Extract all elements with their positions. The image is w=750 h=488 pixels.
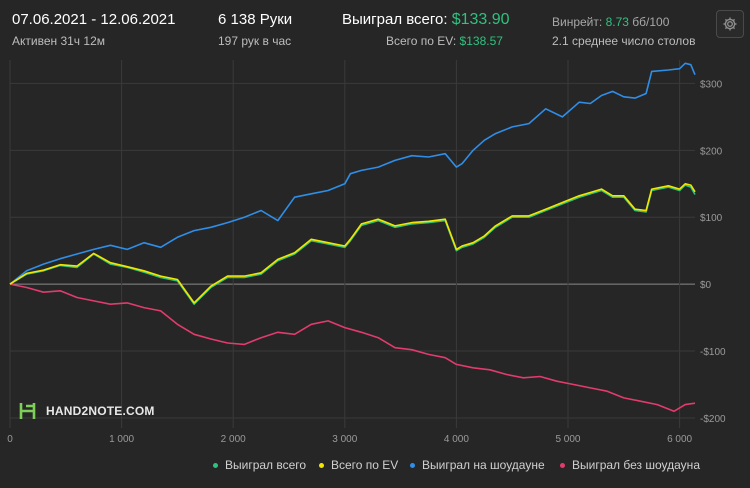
won-total: Выиграл всего: $133.90 — [342, 11, 510, 29]
x-tick-label: 1 000 — [109, 434, 134, 445]
legend-dot — [410, 462, 415, 468]
winrate-value: 8.73 — [605, 15, 629, 29]
x-tick-label: 3 000 — [332, 434, 357, 445]
legend-label: Всего по EV — [331, 458, 399, 472]
legend-item-won[interactable]: Выиграл всего — [213, 458, 306, 472]
x-tick-label: 0 — [7, 434, 13, 445]
x-tick-label: 2 000 — [221, 434, 246, 445]
legend-dot — [213, 462, 218, 468]
x-tick-label: 6 000 — [667, 434, 692, 445]
x-tick-label: 5 000 — [555, 434, 580, 445]
legend-label: Выиграл без шоудауна — [572, 458, 700, 472]
y-tick-label: -$100 — [700, 347, 726, 358]
gear-icon — [723, 17, 737, 31]
legend-label: Выиграл на шоудауне — [422, 458, 545, 472]
x-tick-label: 4 000 — [444, 434, 469, 445]
y-tick-label: $0 — [700, 280, 712, 291]
hands-per-hour: 197 рук в час — [218, 34, 292, 48]
legend-item-non-showdown[interactable]: Выиграл без шоудауна — [560, 458, 700, 472]
winrate-unit: бб/100 — [632, 15, 670, 29]
series-line-showdown — [9, 62, 696, 285]
winrate-label: Винрейт: — [552, 15, 603, 29]
x-axis-ticks: 0 1 000 2 000 3 000 4 000 5 000 6 000 — [7, 434, 692, 445]
series-line-won — [9, 184, 696, 305]
legend-dot — [560, 462, 565, 468]
ev-total-label: Всего по EV: — [386, 34, 457, 48]
hands-count: 6 138 Руки — [218, 11, 293, 28]
series-line-ev — [9, 183, 696, 304]
chart-grid — [9, 60, 695, 428]
won-total-value: $133.90 — [451, 11, 510, 28]
date-range: 07.06.2021 - 12.06.2021 — [12, 11, 176, 28]
y-tick-label: $100 — [700, 213, 723, 224]
logo-text: HAND2NOTE.COM — [46, 404, 155, 418]
legend-dot — [319, 462, 324, 468]
legend-label: Выиграл всего — [225, 458, 307, 472]
legend-item-ev[interactable]: Всего по EV — [319, 458, 398, 472]
y-tick-label: -$200 — [700, 414, 726, 425]
y-tick-label: $300 — [700, 79, 723, 90]
ev-total: Всего по EV: $138.57 — [386, 34, 503, 48]
won-total-label: Выиграл всего: — [342, 11, 448, 28]
y-tick-label: $200 — [700, 146, 723, 157]
active-time: Активен 31ч 12м — [12, 34, 105, 48]
legend-item-showdown[interactable]: Выиграл на шоудауне — [410, 458, 545, 472]
series-line-non-showdown — [9, 283, 696, 413]
hand2note-logo: HAND2NOTE.COM — [18, 400, 155, 422]
y-axis-ticks: $300 $200 $100 $0 -$100 -$200 — [700, 79, 726, 425]
h2n-logo-icon — [19, 403, 36, 419]
winrate: Винрейт: 8.73 бб/100 — [552, 15, 669, 29]
ev-total-value: $138.57 — [459, 34, 503, 48]
settings-button[interactable] — [716, 10, 744, 38]
chart-lines — [9, 62, 696, 413]
tables-average: 2.1 среднее число столов — [552, 34, 696, 48]
